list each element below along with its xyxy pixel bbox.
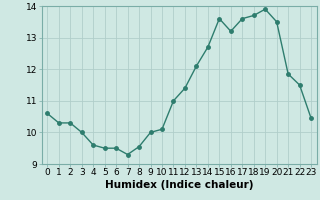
X-axis label: Humidex (Indice chaleur): Humidex (Indice chaleur) <box>105 180 253 190</box>
